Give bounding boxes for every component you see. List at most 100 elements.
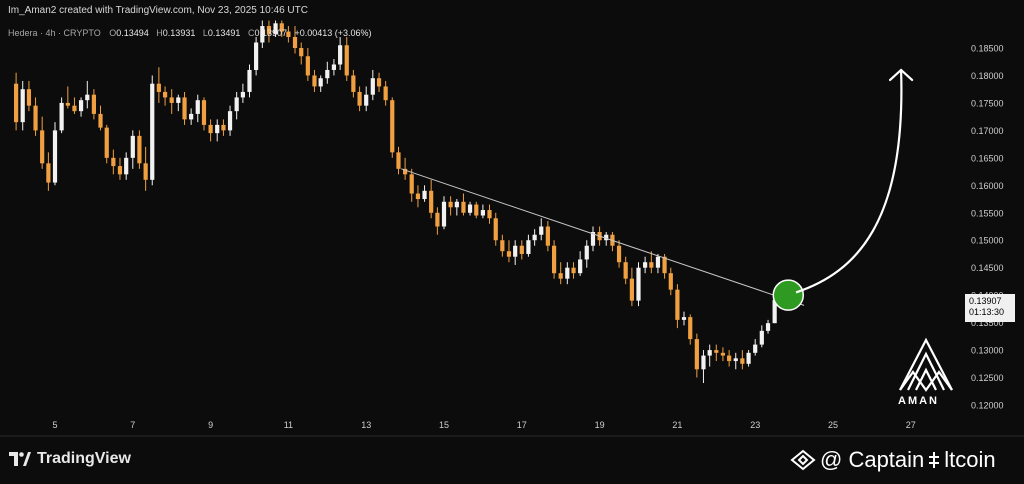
tradingview-wordmark: TradingView xyxy=(37,450,131,467)
candle-body xyxy=(532,234,537,241)
candle-body xyxy=(616,245,622,263)
candle-body xyxy=(688,317,693,340)
candle-body xyxy=(338,45,343,65)
candle-body xyxy=(299,48,304,57)
candle-body xyxy=(182,97,187,120)
y-tick-label: 0.18500 xyxy=(971,44,1004,54)
candle-body xyxy=(746,352,751,364)
x-tick-label: 17 xyxy=(517,420,527,430)
candle-body xyxy=(681,317,687,320)
candle-body xyxy=(351,75,356,92)
candle-body xyxy=(176,97,181,103)
y-tick-label: 0.15000 xyxy=(971,236,1004,246)
candle-body xyxy=(331,64,337,70)
candle-body xyxy=(130,135,135,158)
symbol-label: Hedera · 4h · CRYPTO xyxy=(8,28,101,38)
candle-body xyxy=(454,201,459,208)
candle-body xyxy=(65,102,70,106)
candle-body xyxy=(720,352,726,356)
candle-body xyxy=(169,97,174,103)
created-by-text: Im_Aman2 created with TradingView.com, N… xyxy=(8,5,308,16)
open-value: 0.13494 xyxy=(116,28,149,38)
candle-body xyxy=(370,78,375,95)
close-value: 0.13907 xyxy=(254,28,287,38)
ohlc-legend: Hedera · 4h · CRYPTO O0.13494 H0.13931 L… xyxy=(8,28,372,38)
candle-body xyxy=(584,245,589,260)
candle-body xyxy=(526,240,531,254)
x-tick-label: 27 xyxy=(906,420,916,430)
candle-body xyxy=(649,262,654,268)
candle-body xyxy=(195,100,200,114)
candle-body xyxy=(694,339,699,370)
candle-body xyxy=(461,201,466,213)
candle-body xyxy=(714,350,719,353)
x-tick-label: 15 xyxy=(439,420,449,430)
candle-body xyxy=(279,23,284,32)
candle-body xyxy=(215,124,220,134)
watermark-suffix: ltcoin xyxy=(944,447,996,472)
candle-body xyxy=(740,358,745,364)
candle-body xyxy=(415,193,421,200)
candle-body xyxy=(357,91,362,106)
bar-countdown: 01:13:30 xyxy=(969,307,1005,317)
close-label: C xyxy=(247,28,255,38)
y-tick-label: 0.13000 xyxy=(971,346,1004,356)
x-tick-label: 21 xyxy=(672,420,682,430)
candle-body xyxy=(636,267,641,301)
candle-body xyxy=(707,350,712,356)
resistance-trendline xyxy=(401,168,805,306)
candle-body xyxy=(46,163,51,183)
high-value: 0.13931 xyxy=(162,28,196,38)
candle-body xyxy=(52,130,58,183)
breakout-circle xyxy=(772,279,805,311)
x-tick-label: 7 xyxy=(130,420,135,430)
candle-body xyxy=(435,212,440,227)
candle-body xyxy=(117,166,123,175)
candle-body xyxy=(759,330,764,345)
candle-body xyxy=(254,42,259,70)
candle-body xyxy=(344,45,349,76)
candle-body xyxy=(571,267,576,274)
candle-body xyxy=(675,289,680,320)
watermark-text: @ Captain xyxy=(820,447,925,472)
low-label: L xyxy=(202,28,208,38)
candle-body xyxy=(20,89,25,123)
candle-body xyxy=(643,262,648,268)
candle-body xyxy=(519,245,524,254)
candle-body xyxy=(156,83,161,92)
candle-body xyxy=(409,174,414,194)
candle-body xyxy=(480,210,485,216)
candle-body xyxy=(558,273,563,279)
candle-body xyxy=(772,300,777,324)
candle-body xyxy=(467,204,473,213)
y-tick-label: 0.12000 xyxy=(971,401,1004,411)
projection-arrow-head xyxy=(888,68,914,82)
y-tick-label: 0.14500 xyxy=(971,263,1004,273)
candle-body xyxy=(318,78,323,87)
candle-body xyxy=(487,210,492,219)
change-value: +0.00413 (+3.06%) xyxy=(294,28,372,38)
candle-body xyxy=(662,256,667,274)
candle-body xyxy=(506,251,512,257)
candle-body xyxy=(727,355,732,362)
aman-logo-text: AMAN xyxy=(898,395,939,407)
candle-body xyxy=(403,168,408,175)
x-tick-label: 9 xyxy=(208,420,213,430)
candle-body xyxy=(201,100,207,125)
x-tick-label: 13 xyxy=(361,420,371,430)
candle-body xyxy=(98,113,103,128)
candle-body xyxy=(292,37,298,48)
tradingview-logo[interactable]: TradingView xyxy=(9,450,131,468)
binance-diamond-icon xyxy=(790,449,816,471)
candle-body xyxy=(655,256,661,268)
candle-body xyxy=(189,113,194,120)
candle-body xyxy=(429,190,434,213)
candle-body xyxy=(111,157,116,167)
candle-body xyxy=(247,69,252,92)
y-tick-label: 0.17500 xyxy=(971,98,1004,108)
candle-body xyxy=(629,278,634,301)
candle-body xyxy=(701,355,706,370)
y-tick-label: 0.16000 xyxy=(971,181,1004,191)
